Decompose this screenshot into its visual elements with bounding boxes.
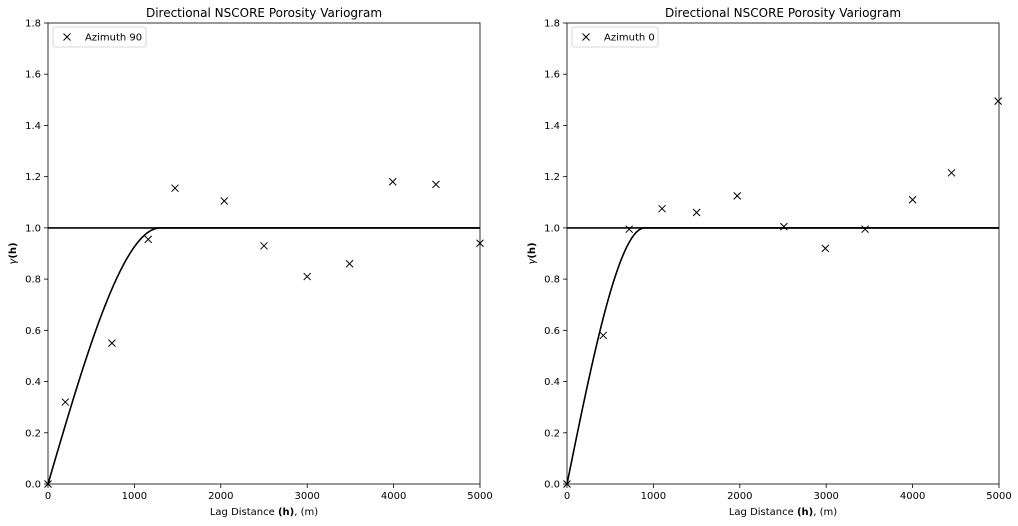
y-tick-label: 1.2	[25, 172, 41, 183]
data-point	[780, 222, 788, 231]
data-point	[599, 331, 608, 340]
y-tick-label: 1.2	[544, 172, 560, 183]
data-point	[144, 235, 153, 244]
y-tick-label: 0.4	[25, 377, 41, 388]
data-point	[220, 197, 229, 205]
data-point	[388, 177, 397, 186]
y-tick-label: 1.0	[544, 223, 560, 234]
data-point	[947, 168, 956, 177]
data-point	[692, 208, 701, 217]
y-tick-label: 0.0	[544, 480, 560, 491]
data-point	[61, 398, 70, 406]
y-axis-label: γ(h)	[527, 242, 538, 264]
chart-title: Directional NSCORE Porosity Variogram	[146, 6, 382, 20]
y-tick-label: 1.4	[544, 121, 560, 132]
x-axis-label: Lag Distance (h), (m)	[210, 507, 318, 518]
x-tick-label: 2000	[727, 491, 752, 502]
x-tick-label: 4000	[900, 491, 925, 502]
x-tick-label: 5000	[986, 491, 1011, 502]
x-tick-label: 3000	[813, 491, 838, 502]
data-point	[908, 195, 917, 204]
y-tick-label: 0.8	[544, 275, 560, 286]
x-axis-label-prefix: Lag Distance	[729, 507, 797, 518]
plot-area	[48, 227, 480, 484]
chart-panel-2: Directional NSCORE Porosity Variogram 0 10…	[527, 6, 1012, 518]
legend-label: Azimuth 0	[604, 33, 655, 44]
data-point	[260, 241, 268, 250]
data-point	[821, 244, 830, 253]
y-tick-label: 1.0	[25, 223, 41, 234]
y-tick-label: 1.6	[25, 70, 41, 81]
x-axis-label-suffix: , (m)	[294, 507, 318, 518]
x-tick-label: 2000	[208, 491, 233, 502]
y-tick-label: 0.8	[25, 275, 41, 286]
y-tick-label: 1.6	[544, 70, 560, 81]
x-axis-label-bold: (h)	[797, 507, 813, 518]
legend-label: Azimuth 90	[85, 33, 142, 44]
y-axis-label-bold: (h)	[527, 242, 538, 258]
chart-title: Directional NSCORE Porosity Variogram	[665, 6, 901, 20]
data-point	[44, 480, 52, 488]
plot-frame	[47, 22, 481, 485]
y-tick-label: 1.8	[544, 19, 560, 30]
x-tick-label: 1000	[641, 491, 666, 502]
y-tick-label: 0.2	[544, 428, 560, 439]
data-point	[658, 204, 666, 213]
x-axis-label-prefix: Lag Distance	[210, 507, 278, 518]
x-axis-label: Lag Distance (h), (m)	[729, 507, 837, 518]
data-point	[303, 272, 312, 281]
y-tick-label: 0.4	[544, 377, 560, 388]
y-axis-label-gamma: γ	[8, 258, 19, 265]
y-axis-label-gamma: γ	[527, 258, 538, 265]
legend: Azimuth 90	[52, 26, 147, 48]
data-point	[171, 184, 179, 193]
y-tick-label: 0.0	[25, 480, 41, 491]
plot-frame	[566, 22, 1000, 485]
data-point	[345, 259, 354, 268]
legend-box	[52, 26, 147, 48]
data-point	[476, 239, 484, 248]
y-tick-label: 0.6	[544, 326, 560, 337]
model-curve	[48, 227, 480, 484]
data-point	[108, 339, 116, 347]
chart-panel-1: Directional NSCORE Porosity Variogram 0 10…	[8, 6, 493, 518]
plot-area	[567, 227, 999, 484]
y-tick-label: 0.6	[25, 326, 41, 337]
data-point	[733, 192, 742, 200]
x-tick-label: 0	[45, 491, 51, 502]
data-point	[994, 97, 1002, 105]
x-tick-label: 4000	[381, 491, 406, 502]
x-axis-label-bold: (h)	[278, 507, 294, 518]
x-tick-label: 3000	[294, 491, 319, 502]
y-tick-label: 1.8	[25, 19, 41, 30]
x-tick-label: 1000	[122, 491, 147, 502]
legend-box	[571, 26, 659, 48]
data-point	[563, 480, 571, 488]
x-axis-label-suffix: , (m)	[813, 507, 837, 518]
legend-marker	[63, 33, 71, 41]
data-point	[625, 225, 634, 234]
data-point	[432, 180, 440, 189]
model-curve	[567, 227, 999, 484]
y-tick-label: 1.4	[25, 121, 41, 132]
y-axis-label: γ(h)	[8, 242, 19, 264]
x-tick-label: 5000	[467, 491, 492, 502]
legend-marker	[582, 33, 590, 41]
x-tick-label: 0	[564, 491, 570, 502]
y-tick-label: 0.2	[25, 428, 41, 439]
legend: Azimuth 0	[571, 26, 659, 48]
y-axis-label-bold: (h)	[8, 242, 19, 258]
data-point	[861, 225, 869, 234]
